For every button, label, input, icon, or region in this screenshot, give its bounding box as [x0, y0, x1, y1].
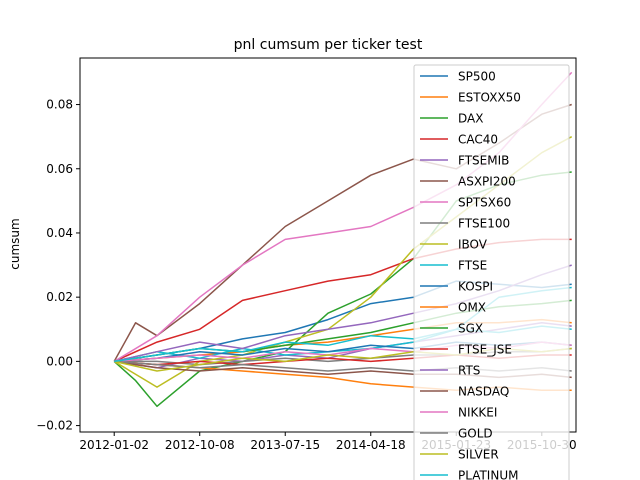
legend-label: FTSE_JSE [458, 343, 512, 357]
y-tick-label: 0.08 [46, 98, 73, 112]
y-tick-label: 0.04 [46, 226, 73, 240]
legend-label: SPTSX60 [458, 196, 511, 210]
legend: SP500 ESTOXX50 DAX CAC40 FTSEMIB ASXPI200 SPTS… [413, 64, 570, 480]
legend-box [413, 64, 570, 480]
legend-label: ESTOXX50 [458, 91, 521, 105]
legend-label: KOSPI [458, 280, 493, 294]
legend-label: SILVER [458, 448, 499, 462]
legend-label: FTSE100 [458, 217, 510, 231]
legend-label: SGX [458, 322, 483, 336]
x-tick-label: 2013-07-15 [250, 438, 320, 452]
y-ticks: −0.02 0.00 0.02 0.04 0.06 0.08 [36, 98, 80, 433]
legend-label: PLATINUM [458, 469, 518, 480]
y-tick-label: −0.02 [36, 419, 73, 433]
legend-label: CAC40 [458, 133, 498, 147]
legend-label: FTSE [458, 259, 487, 273]
legend-label: RTS [458, 364, 480, 378]
legend-label: ASXPI200 [458, 175, 516, 189]
x-tick-label: 2012-10-08 [165, 438, 235, 452]
legend-label: GOLD [458, 427, 493, 441]
legend-label: IBOV [458, 238, 488, 252]
y-tick-label: 0.00 [46, 354, 73, 368]
y-tick-label: 0.06 [46, 162, 73, 176]
legend-label: SP500 [458, 70, 496, 84]
legend-label: NASDAQ [458, 385, 509, 399]
chart-title: pnl cumsum per ticker test [234, 37, 423, 53]
x-tick-label: 2012-01-02 [79, 438, 149, 452]
y-tick-label: 0.02 [46, 290, 73, 304]
legend-label: FTSEMIB [458, 154, 509, 168]
x-tick-label: 2014-04-18 [336, 438, 406, 452]
y-axis-label: cumsum [8, 218, 22, 269]
plot-frame [79, 57, 577, 433]
legend-label: NIKKEI [458, 406, 497, 420]
legend-label: OMX [458, 301, 486, 315]
legend-label: DAX [458, 112, 483, 126]
